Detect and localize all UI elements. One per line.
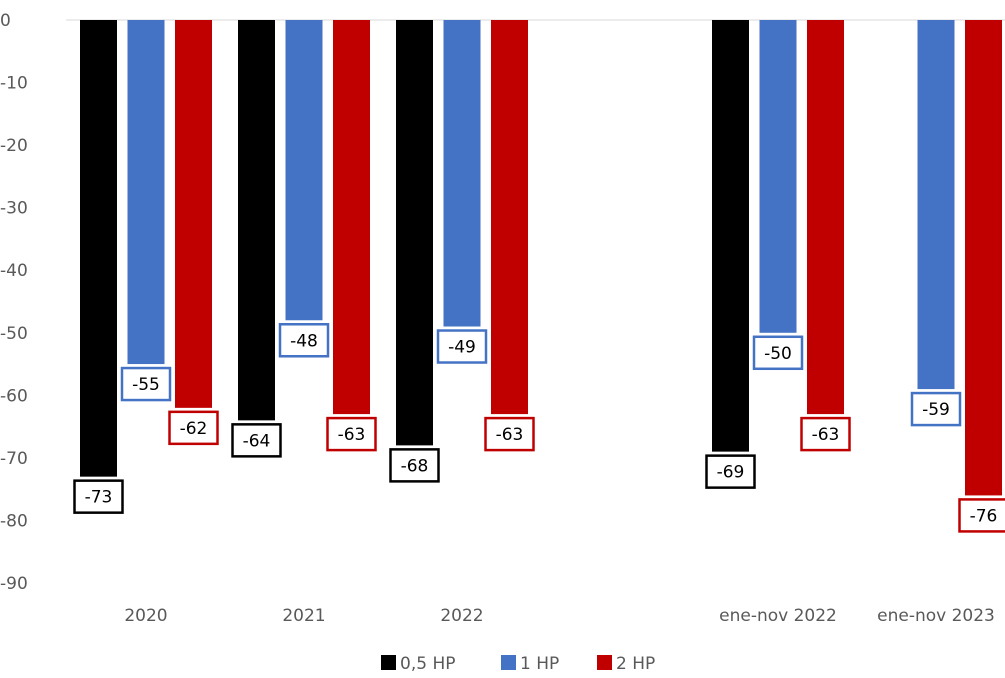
y-tick-label: -70 xyxy=(0,449,28,469)
bar-1-hp-4 xyxy=(759,20,797,333)
bar-0-5-hp-4 xyxy=(712,20,749,452)
x-axis: 2020 2021 2022 ene-nov 2022 ene-nov 2023 xyxy=(124,606,995,626)
data-label-box xyxy=(389,448,440,483)
data-label-box xyxy=(752,335,804,371)
legend-swatch xyxy=(597,655,612,670)
y-tick-label: -10 xyxy=(0,74,28,94)
data-label: -50 xyxy=(764,344,792,364)
data-label-box xyxy=(278,323,330,358)
y-tick-label: -60 xyxy=(0,386,28,406)
data-label: -76 xyxy=(970,506,998,526)
data-label: -62 xyxy=(180,419,208,439)
data-label: -59 xyxy=(922,400,950,420)
data-label: -63 xyxy=(338,425,366,445)
legend-label: 2 HP xyxy=(616,654,655,674)
x-category-label: 2020 xyxy=(124,606,167,626)
data-label-box xyxy=(168,410,219,446)
y-tick-label: -50 xyxy=(0,324,28,344)
y-axis: 0 -10 -20 -30 -40 -50 -60 -70 -80 -90 xyxy=(0,11,28,594)
data-label: -69 xyxy=(717,463,745,483)
bar-1-hp-5 xyxy=(917,20,955,390)
bar-2-hp-4 xyxy=(807,20,844,415)
bar-0-5-hp-2 xyxy=(396,20,433,446)
bar-2-hp-1 xyxy=(333,20,370,415)
data-label-box xyxy=(800,416,851,452)
data-label-box xyxy=(231,423,282,458)
data-label: -55 xyxy=(132,375,160,395)
legend-swatch xyxy=(381,655,396,670)
x-category-label: ene-nov 2022 xyxy=(719,606,837,626)
legend-swatch xyxy=(501,655,516,670)
bars xyxy=(80,20,1002,496)
data-label: -48 xyxy=(290,331,318,351)
legend-label: 0,5 HP xyxy=(400,654,455,674)
bar-2-hp-0 xyxy=(175,20,212,408)
data-labels: -73 -64 -68 -69 -55 -48 -49 -50 -59 -62 -63 -63 -63 -… xyxy=(73,323,1005,533)
y-tick-label: -90 xyxy=(0,574,28,594)
data-label-box xyxy=(484,416,535,452)
legend: 0,5 HP 1 HP 2 HP xyxy=(381,654,655,674)
data-label: -64 xyxy=(243,431,271,451)
data-label: -73 xyxy=(85,488,113,508)
data-label: -63 xyxy=(496,425,524,445)
y-tick-label: -20 xyxy=(0,136,28,156)
data-label-box xyxy=(73,479,124,514)
bar-0-5-hp-1 xyxy=(238,20,275,421)
data-label-box xyxy=(910,391,962,427)
x-category-label: 2021 xyxy=(282,606,325,626)
bar-1-hp-0 xyxy=(127,20,165,365)
bar-1-hp-1 xyxy=(285,20,323,321)
x-category-label: 2022 xyxy=(440,606,483,626)
y-tick-label: -80 xyxy=(0,511,28,531)
data-label-box xyxy=(958,498,1005,533)
bar-2-hp-2 xyxy=(491,20,528,415)
y-tick-label: 0 xyxy=(0,11,11,31)
data-label-box xyxy=(705,454,756,489)
y-tick-label: -40 xyxy=(0,261,28,281)
data-label: -49 xyxy=(448,338,476,358)
data-label-box xyxy=(326,416,377,452)
data-label-box xyxy=(436,329,488,364)
x-category-label: ene-nov 2023 xyxy=(877,606,995,626)
bar-2-hp-5 xyxy=(965,20,1002,496)
data-label: -63 xyxy=(812,425,840,445)
data-label-box xyxy=(120,366,172,402)
bar-1-hp-2 xyxy=(443,20,481,327)
legend-label: 1 HP xyxy=(520,654,559,674)
data-label: -68 xyxy=(401,456,429,476)
y-tick-label: -30 xyxy=(0,199,28,219)
bar-0-5-hp-0 xyxy=(80,20,117,477)
